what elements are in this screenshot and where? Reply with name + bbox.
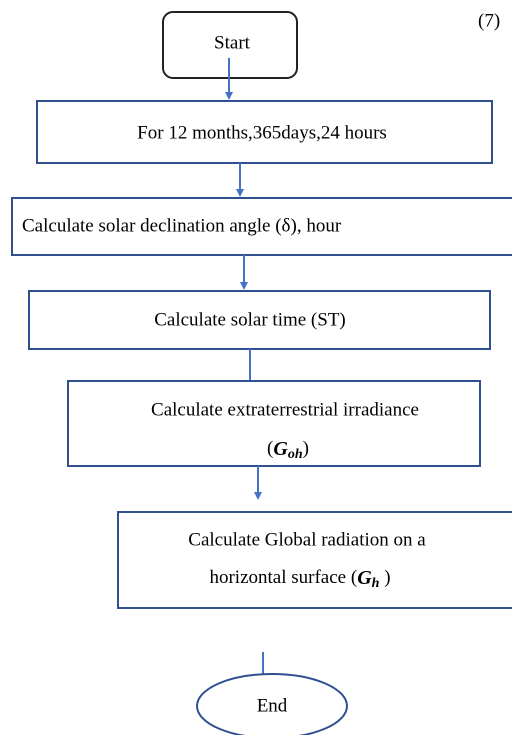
formula-suffix: ) [303,438,309,459]
node-label: Calculate Global radiation on a [188,529,426,550]
formula-subscript: oh [288,447,303,462]
formula-symbol: G [273,438,288,460]
process-box [67,380,481,467]
node-label: Calculate solar time (ST) [154,309,346,330]
formula-subscript: h [372,576,380,591]
node-formula: horizontal surface (Gh ) [209,567,390,592]
node-label: Start [214,32,251,53]
formula-prefix: horizontal surface ( [209,567,357,588]
formula-suffix: ) [379,567,390,588]
node-label: End [257,695,288,716]
formula-prefix: ( [267,438,273,459]
node-label: For 12 months,365days,24 hours [137,122,387,143]
node-label: Calculate solar declination angle (δ), h… [22,215,342,236]
process-box [11,197,512,256]
equation-number: (7) [478,10,500,31]
process-box [36,100,493,164]
node-formula: (Goh) [267,438,309,463]
end-node [196,673,348,735]
process-box [28,290,491,350]
formula-symbol: G [357,567,372,589]
process-box [117,511,512,609]
node-label: Calculate extraterrestrial irradiance [151,399,419,420]
